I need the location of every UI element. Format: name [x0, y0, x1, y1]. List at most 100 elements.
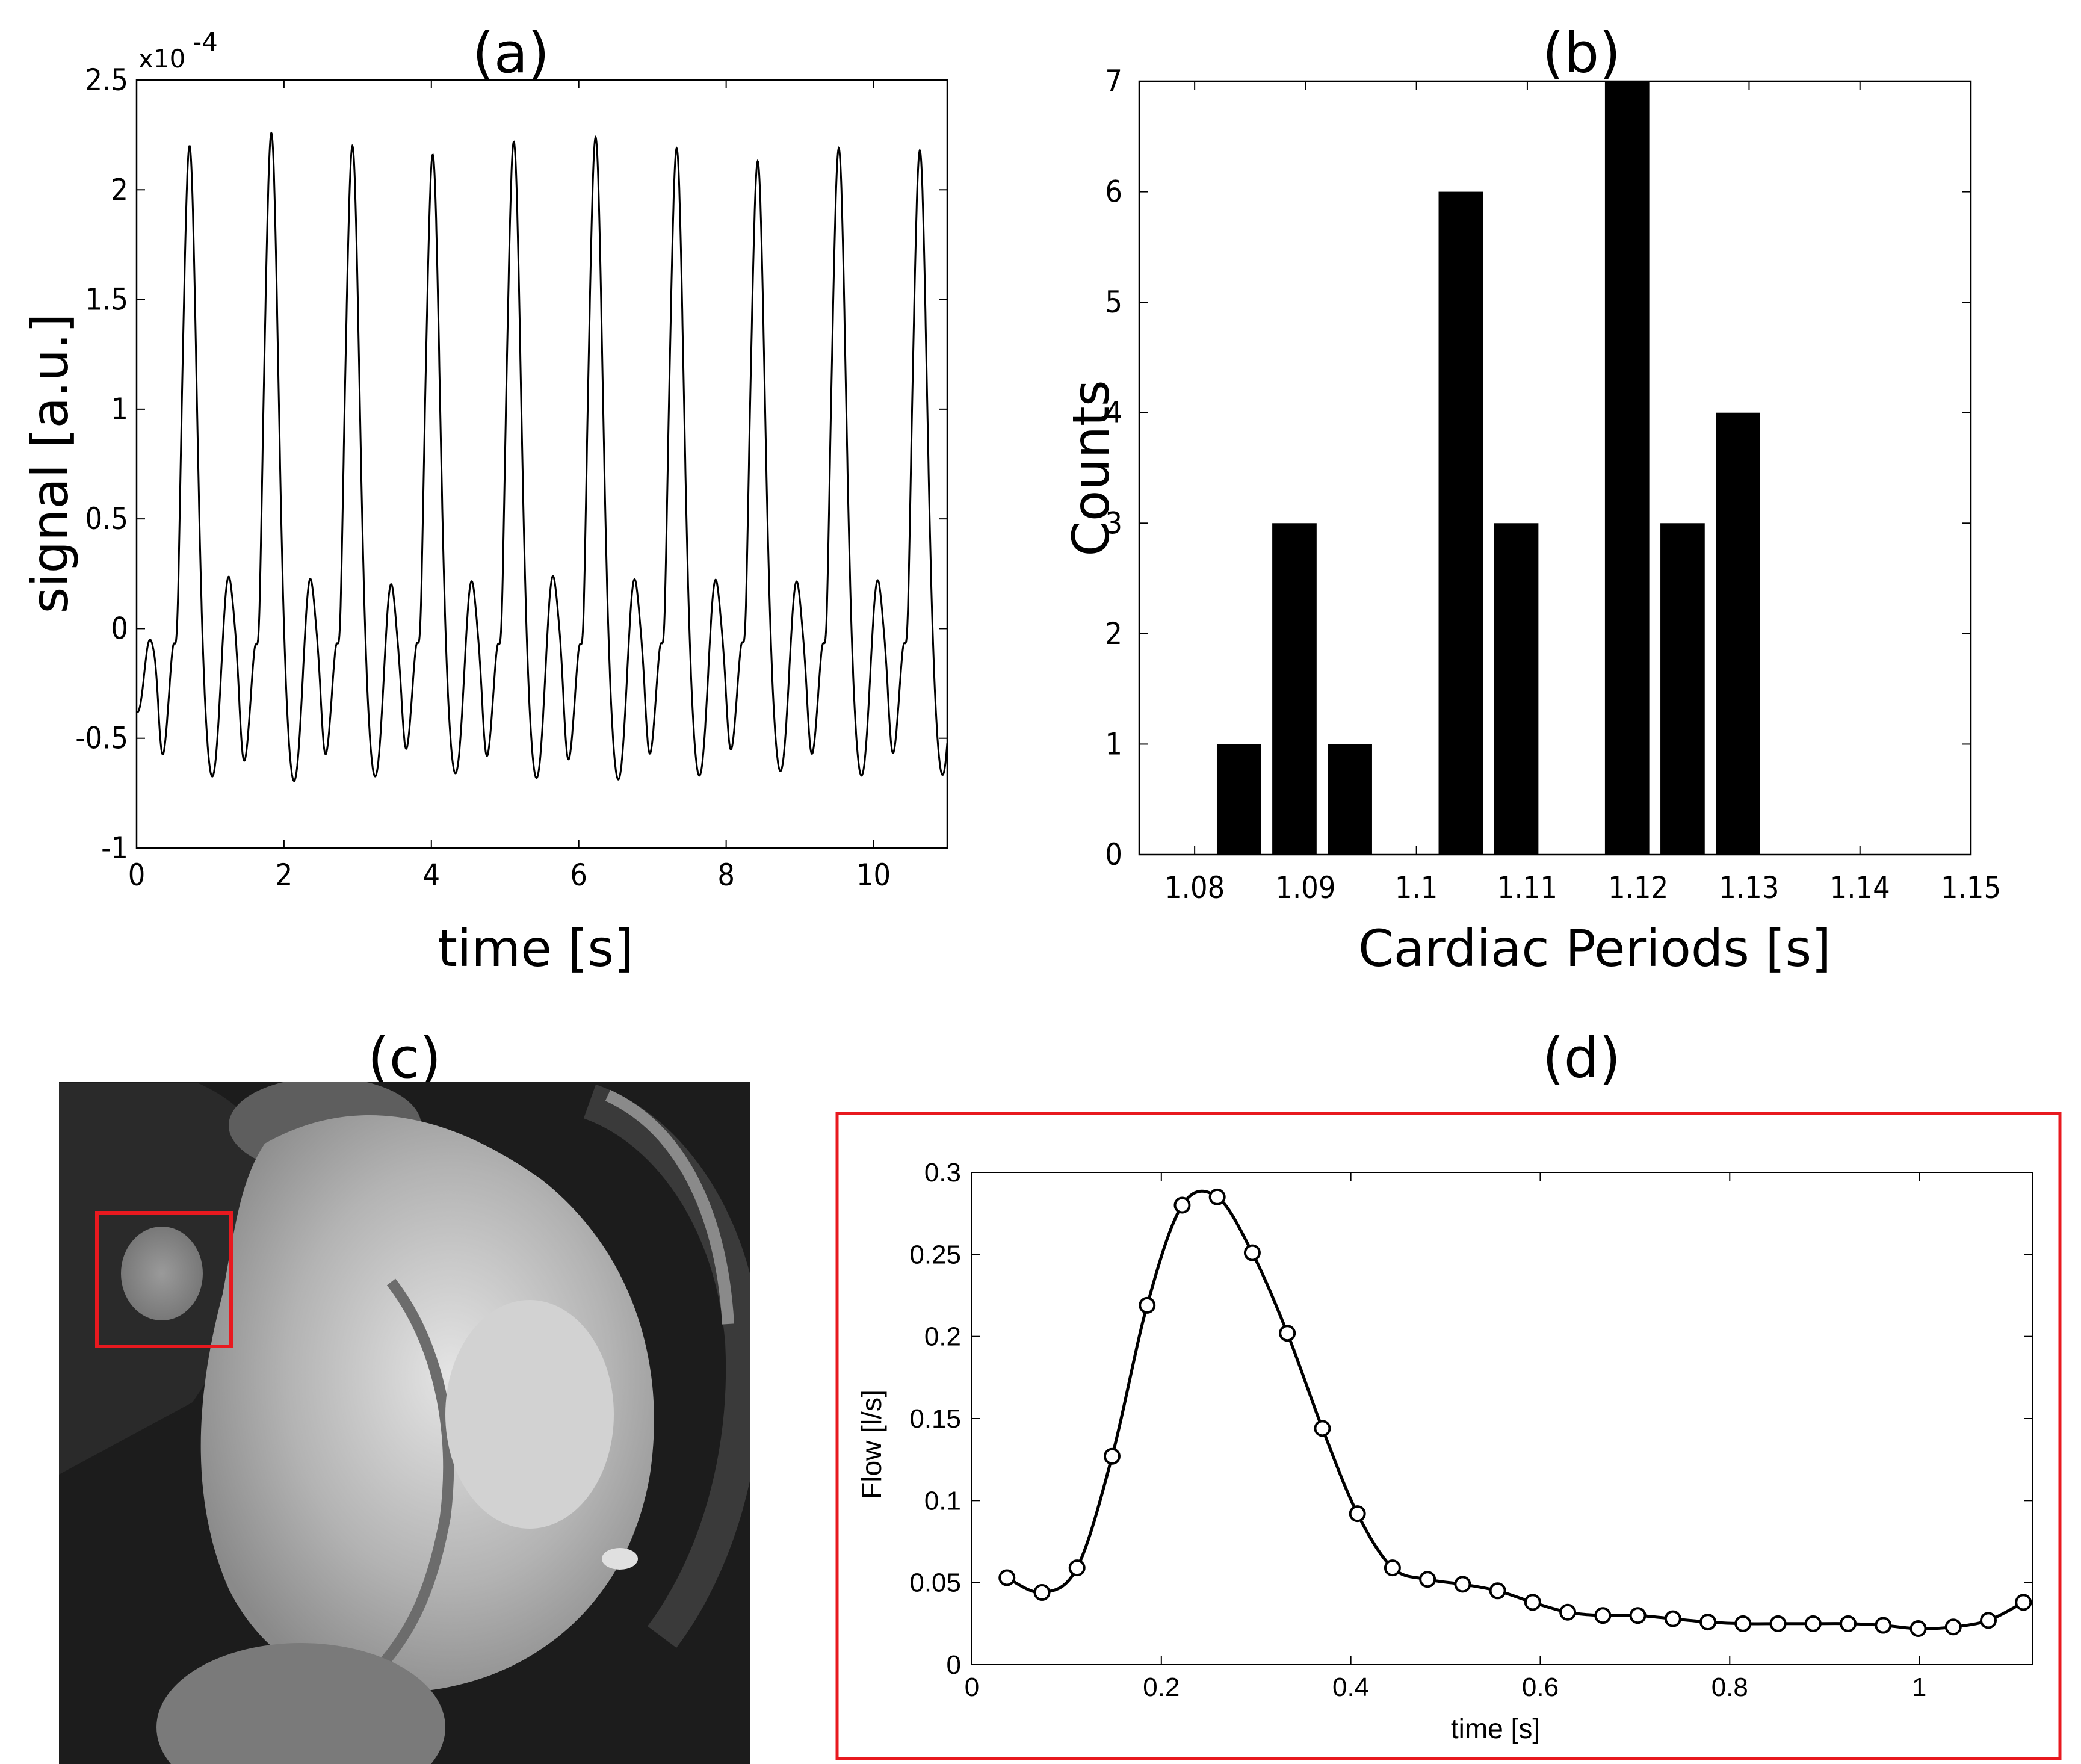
y-tick-label: 6	[1105, 175, 1122, 209]
y-tick-label: 1.5	[85, 282, 128, 317]
panel-d-y-axis-label: Flow [l/s]	[856, 1390, 887, 1499]
flow-point	[998, 1569, 1016, 1586]
panel-b-histogram: (b) 1.08 1.09 1.1 1.11 1.12 1.13 1.14 1.15 0 1 2 3 4…	[1062, 21, 2001, 978]
mri-lung-edge	[605, 1089, 734, 1325]
x-tick-label: 0.6	[1522, 1673, 1559, 1702]
panel-a-series-group	[137, 131, 947, 782]
mri-scan	[59, 1082, 750, 1764]
x-tick-label: 1.1	[1395, 870, 1438, 905]
y-tick-label: 0	[1105, 837, 1122, 872]
panel-b-axes-box	[1138, 80, 1972, 856]
x-tick-label: 10	[856, 858, 891, 893]
flow-point	[1944, 1618, 1962, 1636]
histogram-bar	[1272, 523, 1317, 855]
flow-point	[1559, 1603, 1577, 1621]
panel-d-label: (d)	[1542, 1026, 1621, 1091]
flow-point	[1489, 1582, 1506, 1600]
x-tick-label: 0.2	[1143, 1673, 1180, 1702]
panel-a-x-axis-label: time [s]	[438, 919, 634, 978]
y-tick-label: 7	[1105, 64, 1122, 99]
x-tick-label: 0	[965, 1673, 979, 1702]
panel-b-y-axis-label: Counts	[1062, 380, 1121, 556]
flow-point	[1173, 1196, 1191, 1214]
panel-b-bars	[1216, 81, 1760, 855]
y-tick-label: 5	[1105, 285, 1122, 320]
y-tick-label: 0.2	[924, 1322, 961, 1352]
mri-heart	[200, 1115, 654, 1693]
panel-d-flow-chart: (d) 0 0.2 0.4 0.6 0.8 1 0 0.05 0.1 0.15 0.2 0.25 0.3…	[835, 1026, 2062, 1760]
panel-c-mri-image: (c)	[59, 1026, 750, 1764]
mri-aorta	[121, 1227, 203, 1320]
x-tick-label: 8	[717, 858, 735, 893]
x-tick-label: 0	[128, 858, 146, 893]
y-tick-label: 1	[111, 392, 128, 427]
flow-point	[1384, 1559, 1401, 1577]
x-tick-label: 1.08	[1164, 870, 1225, 905]
panel-d-highlight-frame	[835, 1112, 2062, 1760]
y-tick-label: 0.1	[924, 1486, 961, 1515]
x-tick-label: 1.11	[1497, 870, 1557, 905]
histogram-bar	[1604, 81, 1650, 855]
flow-point	[1875, 1617, 1892, 1634]
histogram-bar	[1328, 744, 1372, 855]
panel-c-label: (c)	[368, 1026, 441, 1091]
histogram-bar	[1660, 523, 1705, 855]
x-tick-label: 0.8	[1711, 1673, 1748, 1702]
mri-lower-structure	[156, 1643, 445, 1764]
flow-point	[1734, 1615, 1752, 1632]
y-tick-label: 0.15	[909, 1404, 961, 1434]
mri-bright-spot	[602, 1548, 638, 1570]
x-tick-label: 4	[423, 858, 441, 893]
panel-a-ticks: 0 2 4 6 8 10 -1 -0.5 0 0.5 1 1.5 2 2.5	[75, 63, 947, 893]
flow-point	[1804, 1615, 1822, 1632]
panel-a-label: (a)	[472, 21, 549, 85]
y-tick-label: 0.25	[909, 1240, 961, 1269]
panel-a-y-axis-label: signal [a.u.]	[20, 314, 79, 614]
y-tick-label: 0	[111, 611, 128, 646]
panel-b-ticks: 1.08 1.09 1.1 1.11 1.12 1.13 1.14 1.15 0 1 2 3 4 5 6 7	[1105, 64, 2001, 905]
flow-point	[1314, 1420, 1331, 1437]
x-tick-label: 1.15	[1941, 870, 2001, 905]
panel-a-signal-chart: (a) 0 2 4 6 8 10 -1 -0.5 0 0.5 1 1.5 2 2.5 x10 -4 tim…	[20, 21, 948, 978]
y-tick-label: 0.5	[85, 501, 128, 536]
x-tick-label: 6	[570, 858, 587, 893]
x-tick-label: 1.14	[1830, 870, 1890, 905]
y-tick-label: 2.5	[85, 63, 128, 97]
panel-a-y-exponent: x10	[138, 44, 185, 73]
flow-point	[1419, 1571, 1436, 1588]
mri-ventricle	[445, 1300, 614, 1529]
panel-d-x-axis-label: time [s]	[1451, 1713, 1540, 1744]
x-tick-label: 2	[276, 858, 293, 893]
flow-point	[1139, 1296, 1156, 1314]
y-tick-label: 0	[947, 1650, 961, 1680]
histogram-bar	[1216, 744, 1261, 855]
flow-point	[1840, 1615, 1857, 1632]
y-tick-label: 1	[1105, 726, 1122, 761]
flow-point	[1524, 1594, 1541, 1611]
y-tick-label: -1	[101, 831, 128, 865]
signal-line	[137, 131, 947, 782]
mri-septum	[381, 1278, 454, 1665]
flow-point	[1243, 1244, 1261, 1261]
flow-point	[1699, 1614, 1717, 1631]
panel-a-axes-box	[135, 79, 948, 849]
y-tick-label: 2	[1105, 616, 1122, 651]
y-tick-label: 0.3	[924, 1158, 961, 1187]
mri-right-wall	[583, 1084, 750, 1648]
flow-point	[1068, 1559, 1086, 1577]
panel-d-series-group	[998, 1188, 2032, 1638]
flow-point	[1664, 1610, 1681, 1627]
flow-point	[1980, 1612, 1997, 1629]
y-tick-label: 4	[1105, 395, 1122, 430]
flow-point	[1103, 1447, 1121, 1465]
flow-point	[1909, 1620, 1927, 1638]
flow-point	[1033, 1584, 1051, 1602]
flow-point	[1454, 1576, 1471, 1593]
x-tick-label: 1	[1912, 1673, 1926, 1702]
flow-point	[1594, 1607, 1612, 1624]
panel-a-y-exponent-power: -4	[193, 27, 218, 57]
flow-point	[1208, 1188, 1226, 1205]
panel-b-x-axis-label: Cardiac Periods [s]	[1358, 919, 1831, 978]
histogram-bar	[1438, 191, 1483, 855]
